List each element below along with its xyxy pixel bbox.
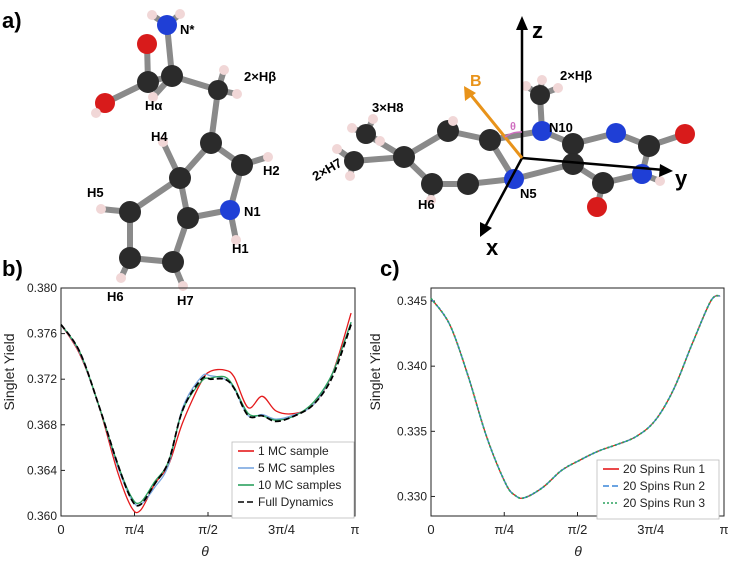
chart-c-legend-label: 20 Spins Run 3 [623,496,705,510]
chart-b-ytick-label: 0.368 [27,418,57,432]
label-n10: N10 [549,120,573,135]
chart-b-xtick-label: 0 [57,522,64,537]
label-h-beta-trp: 2×Hβ [244,69,276,84]
chart-c-ytick-label: 0.340 [397,359,427,373]
chart-b-ytick-label: 0.372 [27,372,57,386]
chart-b-ytick-label: 0.364 [27,463,57,477]
chart-b-xlabel: θ [201,543,209,559]
label-h5: H5 [87,185,104,200]
chart-c-legend-label: 20 Spins Run 2 [623,479,705,493]
label-h6-trp: H6 [107,289,124,304]
chart-b-ylabel: Singlet Yield [1,333,17,410]
chart-c-xtick-label: π/2 [568,522,588,537]
chart-b-legend [231,441,355,519]
chart-b-xtick-label: π/2 [198,522,218,537]
flavin-atoms [332,75,695,217]
tryptophan-molecule: N* Hα 2×Hβ H4 H2 H5 N1 H1 H6 H7 [87,9,280,308]
label-h-beta-flavin: 2×Hβ [560,68,592,83]
chart-c-xtick-label: 0 [427,522,434,537]
x-axis-arrowhead [480,222,492,237]
label-n1: N1 [244,204,261,219]
chart-c-ytick-label: 0.345 [397,294,427,308]
chart-b-ytick-label: 0.360 [27,509,57,523]
chart-b-xtick-label: π/4 [125,522,145,537]
chart-c: Singlet Yield θ 0 π/4 π/2 3π/4 π 0.330 0.335 0.… [367,287,729,559]
chart-c-xlabel: θ [574,543,582,559]
y-axis [521,156,665,172]
field-b-arrow [468,93,524,159]
label-x-axis: x [486,235,499,260]
y-axis-arrowhead [659,164,673,177]
panel-label-a: a) [2,8,22,33]
tryptophan-atom-labels: N* Hα 2×Hβ H4 H2 H5 N1 H1 H6 H7 [87,22,280,308]
chart-c-xtick-label: π/4 [494,522,514,537]
chart-b-xtick-label: π [351,522,360,537]
chart-c-ytick-label: 0.330 [397,489,427,503]
flavin-molecule: z B θ 2×Hβ 3×H8 N10 2×H7 H6 N5 y x [310,16,695,260]
chart-b: Singlet Yield θ 0 π/4 π/2 3π/4 π 0.360 0.364 0.… [1,281,360,559]
x-axis [482,157,524,230]
label-n5: N5 [520,186,537,201]
chart-c-ylabel: Singlet Yield [367,333,383,410]
chart-c-series-line [430,295,721,499]
chart-c-legend [596,459,720,520]
panel-label-b: b) [2,256,23,281]
chart-b-ytick-label: 0.376 [27,327,57,341]
chart-b-xtick-label: 3π/4 [268,522,295,537]
label-h7-trp: H7 [177,293,194,308]
label-h4: H4 [151,129,168,144]
label-h-alpha: Hα [145,98,162,113]
chart-b-ytick-label: 0.380 [27,281,57,295]
chart-c-xtick-label: π [720,522,729,537]
chart-b-series-line [60,323,352,507]
chart-c-xtick-label: 3π/4 [637,522,664,537]
label-h7-flavin: 2×H7 [310,155,345,184]
field-b-arrowhead [464,86,476,101]
label-h8: 3×H8 [372,100,403,115]
coordinate-axes [464,16,673,237]
theta-arc [504,131,523,138]
panel-label-c: c) [380,256,400,281]
chart-b-legend-label: 1 MC sample [258,444,329,458]
label-h1: H1 [232,241,249,256]
chart-c-ytick-label: 0.335 [397,424,427,438]
label-field-b: B [470,73,482,90]
chart-b-legend-label: 5 MC samples [258,461,335,475]
tryptophan-atoms [91,9,273,291]
label-z-axis: z [532,18,543,43]
label-n-star: N* [180,22,195,37]
label-h2: H2 [263,163,280,178]
label-y-axis: y [675,166,688,191]
label-h6-flavin: H6 [418,197,435,212]
chart-b-legend-label: Full Dynamics [258,495,333,509]
chart-c-legend-label: 20 Spins Run 1 [623,462,705,476]
chart-b-legend-label: 10 MC samples [258,478,341,492]
chart-c-series-line [430,294,721,500]
z-axis-arrowhead [516,16,528,30]
label-theta: θ [510,121,516,133]
